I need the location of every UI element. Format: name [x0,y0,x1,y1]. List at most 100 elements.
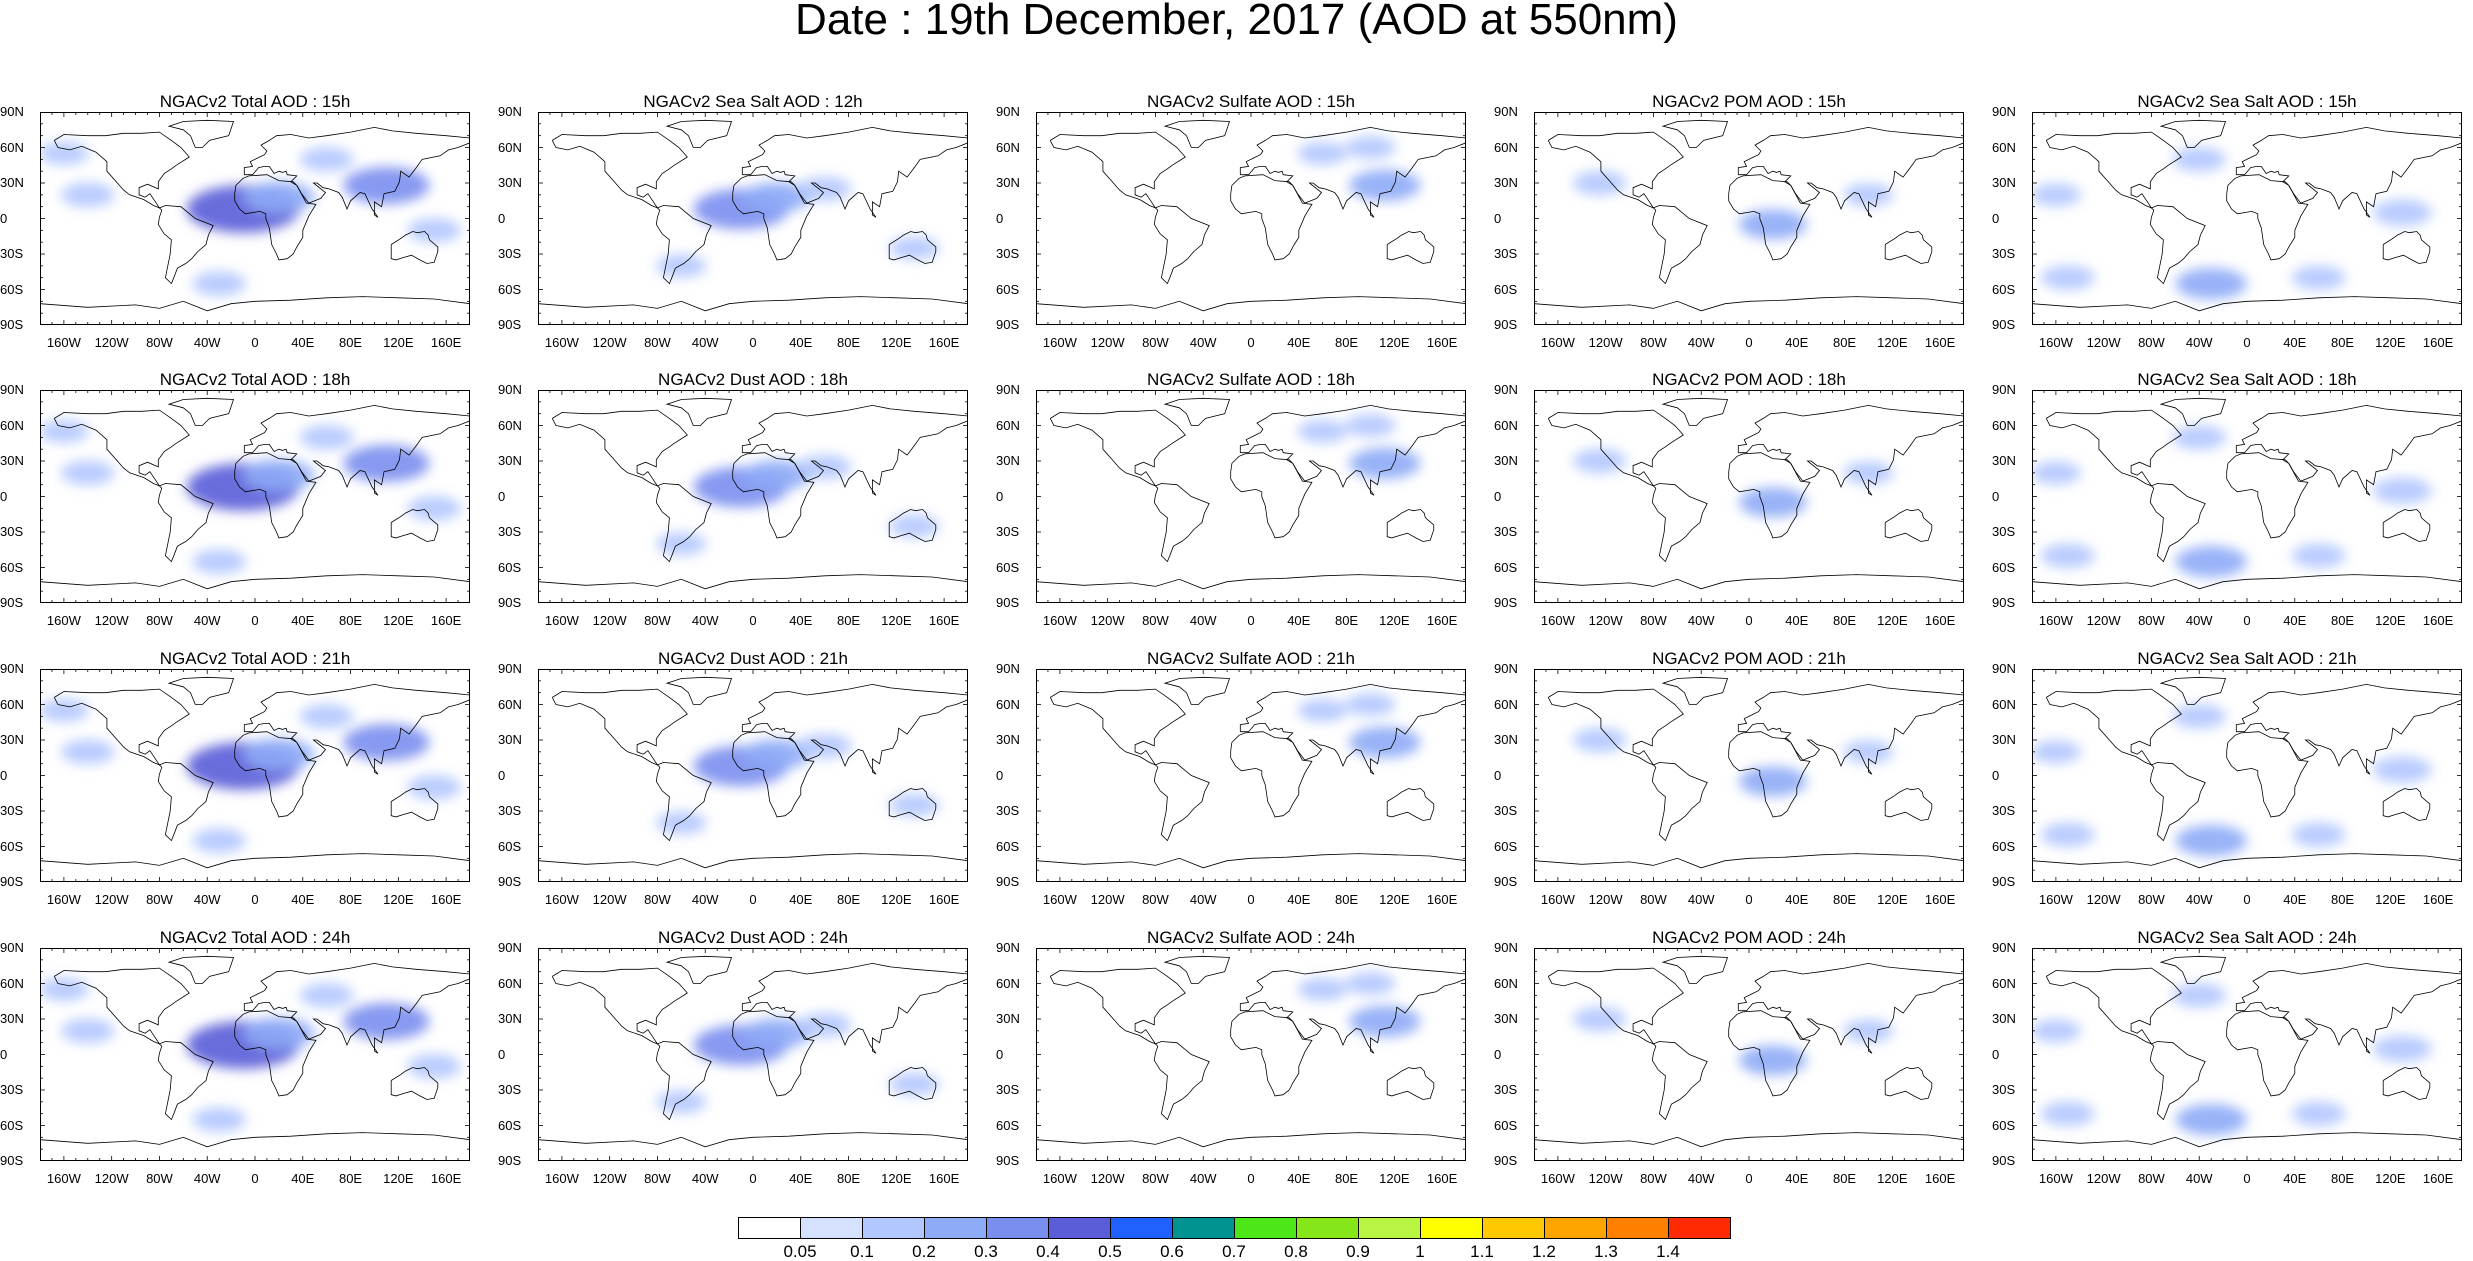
lon-tick-label: 160W [1540,1171,1575,1186]
world-map [2032,112,2462,325]
lat-tick-label: 30N [498,1011,522,1026]
coastline [1651,483,1708,563]
map-frame [1036,390,1466,603]
lon-tick-label: 120W [592,1171,627,1186]
coastline [53,688,190,766]
lat-tick-label: 30N [0,175,24,190]
coastline [243,683,470,775]
lon-tick-label: 160E [430,613,462,628]
lon-tick-label: 160W [1540,892,1575,907]
coastline [538,574,968,590]
lat-tick-label: 60S [1992,559,2016,575]
lon-tick-label: 40W [1189,1171,1217,1186]
aod-patch [1297,419,1348,443]
colorbar-label: 0.1 [850,1242,874,1261]
lon-tick-label: 160W [2038,1171,2073,1186]
world-map [1036,112,1466,325]
coastline [40,853,470,869]
lat-tick-label: 60S [498,281,522,297]
lon-tick-label: 80W [1142,613,1169,628]
lat-tick-label: 0 [498,1046,506,1062]
lat-tick-label: 90S [1992,1153,2016,1168]
lon-tick-label: 160E [1924,335,1956,350]
lat-tick-label: 30N [0,453,24,468]
world-map [538,948,968,1161]
lat-tick-label: 30S [1494,246,1518,261]
lon-tick-label: 40E [1785,892,1809,907]
lat-tick-label: 0 [1494,1046,1502,1062]
coastline [1884,231,1933,264]
lon-tick-label: 40W [1687,335,1715,350]
lon-tick-label: 0 [251,335,259,350]
world-map [1534,112,1964,325]
lon-tick-label: 120W [1090,892,1125,907]
coastline [1884,509,1933,542]
aod-patch [2041,1101,2095,1126]
coastline [2032,296,2462,312]
lat-tick-label: 60S [1992,1117,2016,1133]
colorbar-swatch [1420,1217,1483,1239]
lon-tick-label: 120E [383,1171,414,1186]
lon-tick-label: 80W [1640,335,1667,350]
world-map [538,669,968,882]
world-map [538,112,968,325]
lat-tick-label: 30S [1992,524,2016,539]
lat-tick-label: 90S [1494,1153,1518,1168]
lat-tick-label: 30N [996,1011,1020,1026]
lat-tick-label: 0 [996,767,1004,783]
aod-patch [407,775,461,800]
lon-tick-label: 40E [291,1171,315,1186]
colorbar-label: 0.2 [912,1242,936,1261]
lon-tick-label: 120E [2375,335,2406,350]
coastline [888,231,937,264]
panel-title: NGACv2 Dust AOD : 18h [658,370,848,389]
panel-title: NGACv2 Sulfate AOD : 21h [1147,649,1355,668]
coastline [1651,1041,1708,1121]
colorbar: 0.05 0.1 0.2 0.3 0.4 0.5 0.6 0.7 0.8 0.9 1 1.1 1.2 1.… [738,1217,1733,1261]
aod-patch [1348,447,1421,480]
coastline [1036,574,1466,590]
lon-tick-label: 40E [1287,1171,1311,1186]
lon-tick-label: 160E [2422,892,2454,907]
lat-tick-label: 0 [1494,767,1502,783]
lon-tick-label: 160W [2038,892,2073,907]
lat-tick-label: 60S [0,838,24,854]
lon-tick-label: 80E [1334,1171,1359,1186]
coastline [665,955,733,984]
colorbar-swatch [924,1217,987,1239]
aod-patch [299,147,354,172]
coastline [551,967,688,1045]
coastline [2235,404,2462,496]
aod-patch [407,218,461,243]
lon-tick-label: 160E [1924,613,1956,628]
coastline [1737,962,1964,1054]
coastline [1534,853,1964,869]
lat-tick-label: 90S [0,874,24,889]
lat-tick-label: 60S [0,281,24,297]
colorbar-label: 0.8 [1284,1242,1308,1261]
coastline [167,955,235,984]
lon-tick-label: 80E [1832,613,1857,628]
lat-tick-label: 0 [0,1046,8,1062]
colorbar-swatches [738,1217,1731,1239]
lon-tick-label: 80E [1334,892,1359,907]
lat-tick-label: 30N [498,453,522,468]
coastline [1534,1132,1964,1148]
lon-tick-label: 40E [1785,613,1809,628]
lon-tick-label: 80E [2330,613,2355,628]
aod-patch [2032,1019,2081,1043]
colorbar-swatch [1668,1217,1731,1239]
lon-tick-label: 40W [1189,892,1217,907]
map-panel: NGACv2 Sea Salt AOD : 18h 90N 60N 30N 0 30S 60… [1992,370,2462,636]
map-panel: NGACv2 POM AOD : 21h 90N 60N 30N 0 30S 60S 90S 1… [1494,649,1964,915]
aod-patch [1345,414,1396,437]
lat-tick-label: 90N [996,661,1020,676]
colorbar-label: 0.3 [974,1242,998,1261]
aod-patch [1572,1006,1627,1032]
coastline [1547,967,1684,1045]
coastline [1153,483,1210,563]
coastline [665,676,733,705]
world-map [40,112,470,325]
lon-tick-label: 40E [789,1171,813,1186]
lat-tick-label: 90N [1494,661,1518,676]
